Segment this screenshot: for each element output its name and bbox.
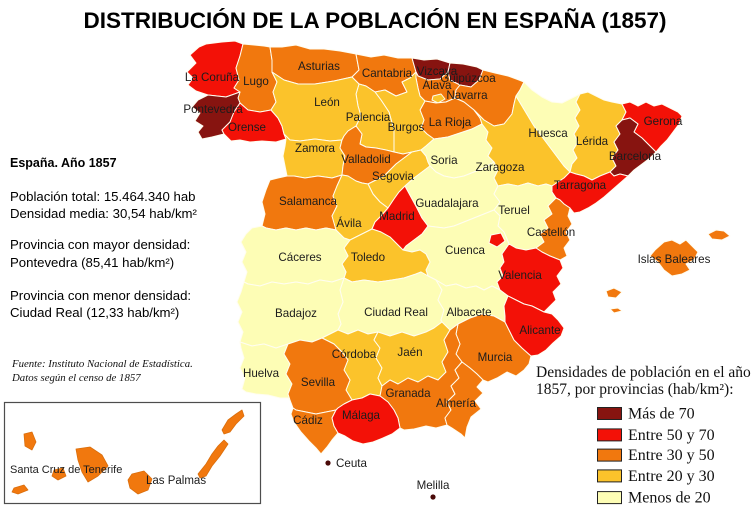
svg-text:Huelva: Huelva <box>243 367 280 380</box>
svg-text:Álava: Álava <box>422 79 452 92</box>
svg-text:Lérida: Lérida <box>576 135 609 148</box>
svg-text:Guadalajara: Guadalajara <box>415 197 479 210</box>
svg-text:Palencia: Palencia <box>346 111 391 124</box>
svg-text:Islas Baleares: Islas Baleares <box>638 253 711 266</box>
svg-text:Densidades de población en el: Densidades de población en el año <box>536 364 751 381</box>
svg-text:Badajoz: Badajoz <box>275 307 317 320</box>
svg-text:Tarragona: Tarragona <box>554 179 607 192</box>
svg-text:Las Palmas: Las Palmas <box>146 475 206 487</box>
svg-text:Fuente: Instituto Nacional de: Fuente: Instituto Nacional de Estadístic… <box>11 358 193 370</box>
svg-text:Asturias: Asturias <box>298 60 340 73</box>
svg-text:Ceuta: Ceuta <box>336 457 367 470</box>
svg-text:Lugo: Lugo <box>243 75 269 88</box>
svg-text:Zaragoza: Zaragoza <box>476 161 526 174</box>
svg-text:DISTRIBUCIÓN DE LA POBLACIÓN E: DISTRIBUCIÓN DE LA POBLACIÓN EN ESPAÑA (… <box>84 8 667 33</box>
svg-text:Ciudad Real (12,33 hab/km²): Ciudad Real (12,33 hab/km²) <box>10 305 179 320</box>
svg-text:Málaga: Málaga <box>342 409 381 422</box>
svg-text:Cádiz: Cádiz <box>293 414 323 427</box>
svg-text:Murcia: Murcia <box>478 351 513 364</box>
svg-text:Más de 70: Más de 70 <box>628 406 695 423</box>
svg-text:1857, por provincias (hab/km²): 1857, por provincias (hab/km²): <box>536 381 734 398</box>
svg-text:Guipúzcoa: Guipúzcoa <box>440 72 496 85</box>
svg-text:Madrid: Madrid <box>379 210 414 223</box>
svg-text:Almería: Almería <box>436 397 476 410</box>
svg-text:Sevilla: Sevilla <box>301 376 336 389</box>
svg-text:La Rioja: La Rioja <box>429 116 472 129</box>
svg-text:Cuenca: Cuenca <box>445 244 486 257</box>
svg-text:Jaén: Jaén <box>397 346 422 359</box>
svg-text:Granada: Granada <box>385 387 431 400</box>
svg-text:Burgos: Burgos <box>388 121 425 134</box>
svg-text:Orense: Orense <box>228 121 266 134</box>
svg-text:Albacete: Albacete <box>446 306 491 319</box>
svg-text:Valladolid: Valladolid <box>341 153 390 166</box>
svg-text:Gerona: Gerona <box>644 115 683 128</box>
svg-text:Melilla: Melilla <box>417 479 450 492</box>
svg-text:Población total: 15.464.340 ha: Población total: 15.464.340 hab <box>10 189 196 204</box>
svg-text:Pontevedra: Pontevedra <box>183 103 243 116</box>
svg-text:Provincia con menor densidad:: Provincia con menor densidad: <box>10 288 191 303</box>
svg-text:Navarra: Navarra <box>446 89 488 102</box>
svg-text:Santa Cruz de Tenerife: Santa Cruz de Tenerife <box>10 464 122 476</box>
svg-text:Toledo: Toledo <box>351 251 385 264</box>
svg-text:Provincia con mayor densidad:: Provincia con mayor densidad: <box>10 237 190 252</box>
svg-text:León: León <box>314 96 340 109</box>
svg-text:Ávila: Ávila <box>336 217 362 230</box>
svg-text:Segovia: Segovia <box>372 170 414 183</box>
svg-text:Datos según el censo de 1857: Datos según el censo de 1857 <box>11 372 141 384</box>
svg-text:Entre 20 y 30: Entre 20 y 30 <box>628 468 715 485</box>
svg-text:Córdoba: Córdoba <box>332 348 377 361</box>
svg-text:Soria: Soria <box>430 154 458 167</box>
svg-text:Huesca: Huesca <box>528 127 568 140</box>
svg-text:Zamora: Zamora <box>295 142 335 155</box>
svg-text:Ciudad Real: Ciudad Real <box>364 306 428 319</box>
svg-text:España. Año 1857: España. Año 1857 <box>10 156 117 170</box>
svg-text:Pontevedra (85,41 hab/km²): Pontevedra (85,41 hab/km²) <box>10 255 174 270</box>
svg-text:Cantabria: Cantabria <box>362 67 413 80</box>
svg-text:Cáceres: Cáceres <box>278 251 321 264</box>
svg-text:Salamanca: Salamanca <box>279 195 338 208</box>
svg-text:Castellón: Castellón <box>527 226 575 239</box>
svg-text:Teruel: Teruel <box>498 204 530 217</box>
svg-text:Entre 30 y 50: Entre 30 y 50 <box>628 447 715 464</box>
svg-text:Alicante: Alicante <box>519 324 560 337</box>
svg-text:Densidad media: 30,54 hab/km²: Densidad media: 30,54 hab/km² <box>10 206 198 221</box>
svg-text:Vizcaya: Vizcaya <box>417 65 458 78</box>
svg-text:Valencia: Valencia <box>498 269 542 282</box>
svg-text:Barcelona: Barcelona <box>609 150 662 163</box>
svg-text:Menos de 20: Menos de 20 <box>628 490 711 507</box>
svg-text:Entre 50 y 70: Entre 50 y 70 <box>628 427 715 444</box>
svg-text:La Coruña: La Coruña <box>185 71 240 84</box>
